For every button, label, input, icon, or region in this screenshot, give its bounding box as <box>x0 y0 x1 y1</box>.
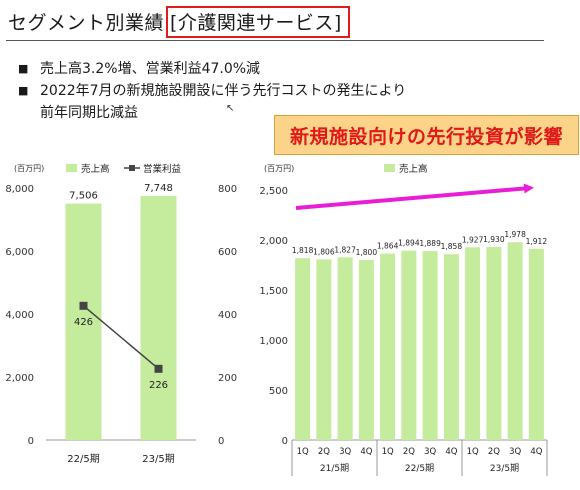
bar-sales-quarter <box>507 242 523 440</box>
bar-sales <box>65 203 102 440</box>
bar-value-label: 1,818 <box>292 246 314 255</box>
y-tick-label: 6,000 <box>5 247 34 258</box>
y2-tick-label: 400 <box>218 310 237 321</box>
y-tick-label: 0 <box>282 436 288 447</box>
x-quarter-label: 1Q <box>467 447 479 457</box>
y2-tick-label: 200 <box>218 373 237 384</box>
bullet-item: ■ 売上高3.2%増、営業利益47.0%減 <box>18 58 406 80</box>
bar-sales-quarter <box>486 247 502 440</box>
title-divider <box>6 40 544 41</box>
bar-value-label: 1,858 <box>441 242 463 251</box>
bar-value-label: 1,806 <box>313 247 335 256</box>
x-group-label: 23/5期 <box>490 463 519 474</box>
x-quarter-label: 3Q <box>339 447 351 457</box>
x-quarter-label: 2Q <box>403 447 415 457</box>
bar-value-label: 7,748 <box>144 183 173 194</box>
title-highlight-box: [介護関連サービス] <box>166 6 350 38</box>
bullet-text: 2022年7月の新規施設開設に伴う先行コストの発生により <box>40 83 407 99</box>
bar-value-label: 1,889 <box>419 239 441 248</box>
legend-swatch-sales <box>66 164 77 172</box>
bar-sales-quarter <box>422 251 438 440</box>
legend-profit: 営業利益 <box>143 163 182 175</box>
quarterly-chart: (百万円) 売上高 0 500 1,000 1,500 2,000 2,500 1,818 1Q 1… <box>260 163 548 476</box>
callout-box: 新規施設向けの先行投資が影響 <box>274 115 579 155</box>
bar-value-label: 1,930 <box>483 235 505 244</box>
bar-sales-quarter <box>528 248 544 440</box>
bar-value-label: 1,800 <box>356 248 378 257</box>
bullet-marker: ■ <box>18 84 29 97</box>
x-quarter-label: 4Q <box>445 447 457 457</box>
mouse-cursor-icon: ↖ <box>226 103 235 114</box>
x-group-label: 22/5期 <box>405 463 434 474</box>
bar-sales <box>140 195 177 440</box>
y-tick-label: 1,000 <box>260 336 288 347</box>
legend-sales: 売上高 <box>81 163 110 175</box>
x-quarter-label: 3Q <box>424 447 436 457</box>
profit-marker <box>79 301 88 310</box>
y-tick-label: 0 <box>28 436 34 447</box>
bar-sales-quarter <box>401 250 417 440</box>
y-tick-label: 2,000 <box>5 373 34 384</box>
bar-value-label: 1,927 <box>462 235 484 244</box>
bar-sales-quarter <box>316 259 332 440</box>
x-quarter-label: 2Q <box>318 447 330 457</box>
x-quarter-label: 3Q <box>509 447 521 457</box>
bar-sales-quarter <box>443 254 459 440</box>
bar-value-label: 1,894 <box>398 239 420 248</box>
x-quarter-label: 4Q <box>360 447 372 457</box>
unit-label: (百万円) <box>14 164 44 173</box>
title-highlight: [介護関連サービス] <box>170 12 342 34</box>
legend-marker-profit <box>129 165 135 171</box>
y-tick-label: 2,000 <box>260 236 288 247</box>
bar-value-label: 1,827 <box>334 245 356 254</box>
x-category-label: 23/5期 <box>142 453 174 465</box>
profit-marker <box>154 364 163 373</box>
x-group-label: 21/5期 <box>320 463 349 474</box>
y-tick-label: 1,500 <box>260 286 288 297</box>
profit-line <box>83 305 159 370</box>
bullet-marker: ■ <box>18 62 29 75</box>
legend-sales: 売上高 <box>399 163 428 175</box>
y-tick-label: 2,500 <box>260 186 288 197</box>
bullet-item: ■ 2022年7月の新規施設開設に伴う先行コストの発生により <box>18 80 406 102</box>
bar-value-label: 1,864 <box>377 242 399 251</box>
y2-tick-label: 600 <box>218 247 237 258</box>
x-quarter-label: 1Q <box>382 447 394 457</box>
y2-tick-label: 0 <box>218 436 224 447</box>
bar-sales-quarter <box>358 260 374 440</box>
y-tick-label: 500 <box>269 386 288 397</box>
title-prefix: セグメント別業績 <box>8 12 165 34</box>
bar-sales-quarter <box>337 257 353 440</box>
y2-tick-label: 800 <box>218 184 237 195</box>
page-title: セグメント別業績 [介護関連サービス] <box>8 6 350 38</box>
bar-sales-quarter <box>380 253 396 440</box>
legend-swatch-sales <box>384 164 395 172</box>
y-tick-label: 8,000 <box>5 184 34 195</box>
y-tick-label: 4,000 <box>5 310 34 321</box>
bar-sales-quarter <box>465 247 481 440</box>
annual-chart: (百万円) 売上高 営業利益 0 2,000 4,000 6,000 8,000 0 200 400… <box>5 163 237 465</box>
profit-value-label: 226 <box>149 380 168 391</box>
summary-bullets: ■ 売上高3.2%増、営業利益47.0%減 ■ 2022年7月の新規施設開設に伴… <box>18 58 406 124</box>
profit-value-label: 426 <box>74 317 93 328</box>
unit-label: (百万円) <box>264 164 294 173</box>
x-quarter-label: 1Q <box>297 447 309 457</box>
bar-value-label: 1,912 <box>526 237 548 246</box>
x-category-label: 22/5期 <box>67 453 99 465</box>
bullet-text: 売上高3.2%増、営業利益47.0%減 <box>40 61 261 77</box>
bar-value-label: 7,506 <box>69 191 98 202</box>
x-quarter-label: 2Q <box>488 447 500 457</box>
trend-arrow <box>295 183 534 210</box>
x-quarter-label: 4Q <box>530 447 542 457</box>
bar-sales-quarter <box>295 258 311 440</box>
bar-value-label: 1,978 <box>504 230 526 239</box>
bullet-continuation: 前年同期比減益 <box>40 105 138 121</box>
